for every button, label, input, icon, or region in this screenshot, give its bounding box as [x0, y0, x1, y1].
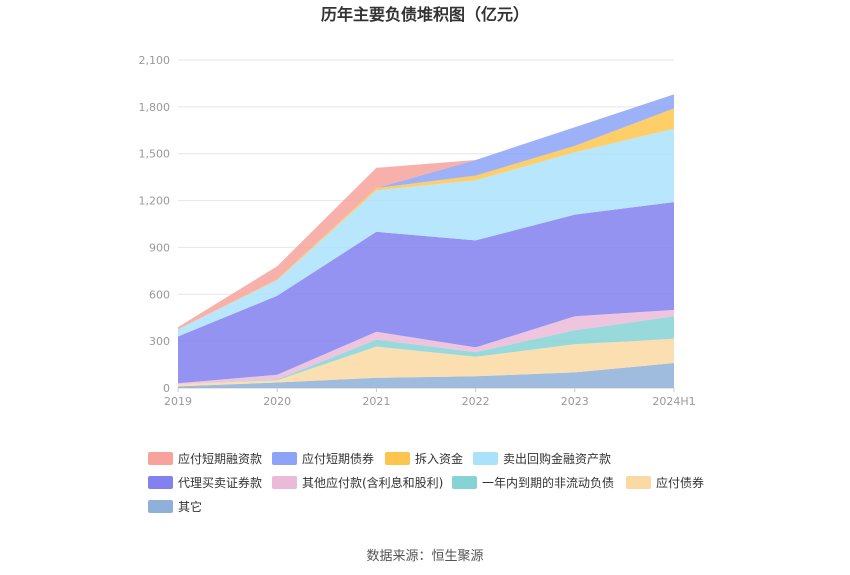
legend-swatch [626, 476, 651, 489]
area-series-3 [178, 309, 674, 385]
legend-label: 拆入资金 [415, 451, 463, 466]
legend-swatch [148, 476, 173, 489]
area-series-1 [178, 338, 674, 387]
legend-label: 应付短期融资款 [178, 451, 262, 466]
y-tick-label: 0 [163, 382, 170, 395]
area-series-5 [178, 128, 674, 337]
y-tick-label: 1,800 [139, 101, 171, 114]
legend-label: 其它 [178, 499, 202, 514]
legend-swatch [148, 452, 173, 465]
legend-swatch [148, 500, 173, 513]
x-tick-label: 2022 [462, 395, 490, 408]
y-tick-label: 600 [149, 288, 170, 301]
area-series-2 [178, 316, 674, 385]
x-tick-label: 2021 [362, 395, 390, 408]
legend-swatch [272, 476, 297, 489]
y-tick-label: 1,500 [139, 148, 171, 161]
legend-label: 其他应付款(含利息和股利) [302, 475, 443, 490]
y-tick-label: 2,100 [139, 54, 171, 67]
area-series-6 [178, 108, 674, 330]
y-axis: 0 300 600 900 1,200 1,500 1,800 2,100 [139, 54, 171, 395]
y-tick-label: 900 [149, 241, 170, 254]
y-tick-label: 1,200 [139, 195, 171, 208]
legend-swatch [385, 452, 410, 465]
x-tick-label: 2023 [561, 395, 589, 408]
legend-label: 应付债券 [656, 475, 704, 490]
data-source: 数据来源：恒生聚源 [366, 549, 483, 564]
chart-title: 历年主要负债堆积图（亿元） [321, 5, 529, 24]
series-areas [178, 94, 674, 388]
area-series-7 [178, 94, 674, 330]
legend-swatch [272, 452, 297, 465]
x-tick-label: 2020 [263, 395, 291, 408]
x-tick-label: 2019 [164, 395, 192, 408]
y-tick-label: 300 [149, 335, 170, 348]
area-series-4 [178, 202, 674, 384]
legend-swatch [452, 476, 477, 489]
legend-swatch [473, 452, 498, 465]
x-tick-label: 2024H1 [652, 395, 695, 408]
legend-label: 一年内到期的非流动负债 [482, 475, 614, 490]
x-axis: 2019 2020 2021 2022 2023 2024H1 [164, 388, 696, 408]
legend-label: 应付短期债券 [302, 451, 374, 466]
area-series-0 [178, 363, 674, 388]
legend-label: 代理买卖证券款 [178, 475, 262, 490]
legend-label: 卖出回购金融资产款 [503, 451, 611, 466]
